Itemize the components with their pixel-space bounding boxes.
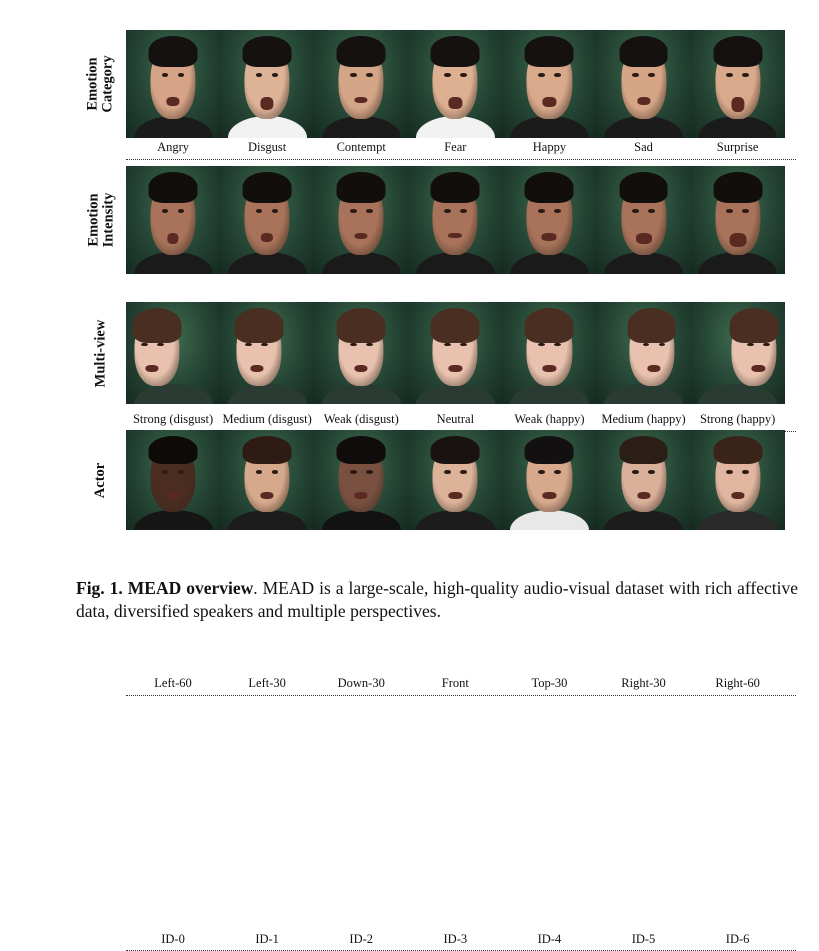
caption-row: Strong (disgust) Medium (disgust) Weak (di…: [126, 412, 785, 427]
row-label: Emotion Intensity: [76, 166, 126, 274]
face-image-front: [408, 302, 503, 404]
caption-row: Angry Disgust Contempt Fear Happy Sad Surprise: [126, 140, 785, 155]
face-image-id-5: [596, 430, 691, 530]
face-image-weak-happy: [502, 166, 597, 274]
row-label: Multi-view: [76, 302, 126, 404]
face-strip: [126, 166, 785, 274]
face-caption: ID-1: [255, 932, 279, 946]
row-label: Actor: [76, 430, 126, 530]
row-separator: [126, 159, 796, 160]
face-caption: Sad: [634, 140, 653, 154]
row-emotion-category: Emotion Category Angry Disgust Contempt Fear H…: [76, 30, 796, 160]
face-caption: Medium (happy): [601, 412, 686, 426]
face-strip: [126, 30, 785, 138]
face-image-right-30: [596, 302, 691, 404]
figure-title: MEAD overview: [127, 578, 254, 598]
face-caption: Strong (happy): [699, 412, 776, 426]
face-caption: Strong (disgust): [132, 412, 214, 426]
face-image-id-1: [220, 430, 315, 530]
face-image-happy: [502, 30, 597, 138]
figure-caption-text: . MEAD is a large-scale, high-quality au…: [76, 578, 798, 621]
face-caption: Contempt: [336, 140, 386, 154]
row-label-line: Emotion: [85, 193, 102, 247]
figure-number: Fig. 1.: [76, 578, 123, 598]
row-label-line: Multi-view: [92, 319, 109, 387]
face-image-medium-happy: [596, 166, 691, 274]
face-image-fear: [408, 30, 503, 138]
face-strip: [126, 302, 785, 404]
face-caption: Weak (disgust): [323, 412, 399, 426]
face-caption: Medium (disgust): [222, 412, 312, 426]
face-image-neutral: [408, 166, 503, 274]
face-caption: ID-5: [631, 932, 656, 946]
face-caption: ID-0: [161, 932, 185, 946]
face-caption: Surprise: [716, 140, 759, 154]
face-image-id-6: [690, 430, 785, 530]
caption-row: ID-0 ID-1 ID-2 ID-3 ID-4 ID-5 ID-6: [126, 932, 785, 947]
face-image-down-30: [314, 302, 409, 404]
face-caption: ID-3: [443, 932, 468, 946]
face-caption: ID-6: [725, 932, 750, 946]
figure-caption: Fig. 1. MEAD overview. MEAD is a large-s…: [76, 577, 798, 623]
face-image-id-0: [126, 430, 221, 530]
face-image-id-4: [502, 430, 597, 530]
face-caption: Neutral: [436, 412, 475, 426]
row-label-line: Actor: [92, 462, 109, 498]
face-image-medium-disgust: [220, 166, 315, 274]
face-image-id-2: [314, 430, 409, 530]
face-caption: Happy: [532, 140, 567, 154]
face-caption: Fear: [444, 140, 467, 154]
face-image-disgust: [220, 30, 315, 138]
row-emotion-intensity: Emotion Intensity Strong (disgust) Medium (…: [76, 166, 796, 432]
face-caption: ID-4: [537, 932, 562, 946]
face-caption: Angry: [157, 140, 190, 154]
face-image-strong-disgust: [126, 166, 221, 274]
row-label-line: Category: [100, 55, 117, 113]
face-caption: Weak (happy): [514, 412, 585, 426]
face-image-right-60: [690, 302, 785, 404]
face-image-top-30: [502, 302, 597, 404]
face-image-contempt: [314, 30, 409, 138]
face-image-weak-disgust: [314, 166, 409, 274]
face-image-strong-happy: [690, 166, 785, 274]
face-caption: Disgust: [248, 140, 287, 154]
face-image-left-30: [220, 302, 315, 404]
face-image-left-60: [126, 302, 221, 404]
face-image-sad: [596, 30, 691, 138]
face-image-id-3: [408, 430, 503, 530]
row-label: Emotion Category: [76, 30, 126, 138]
row-actor: Actor ID-0 ID-1 ID-2 ID-3 ID-4 ID-5 ID-6: [76, 430, 796, 951]
face-caption: ID-2: [349, 932, 374, 946]
face-strip: [126, 430, 785, 530]
face-image-surprise: [690, 30, 785, 138]
face-image-angry: [126, 30, 221, 138]
row-label-line: Intensity: [100, 192, 117, 248]
